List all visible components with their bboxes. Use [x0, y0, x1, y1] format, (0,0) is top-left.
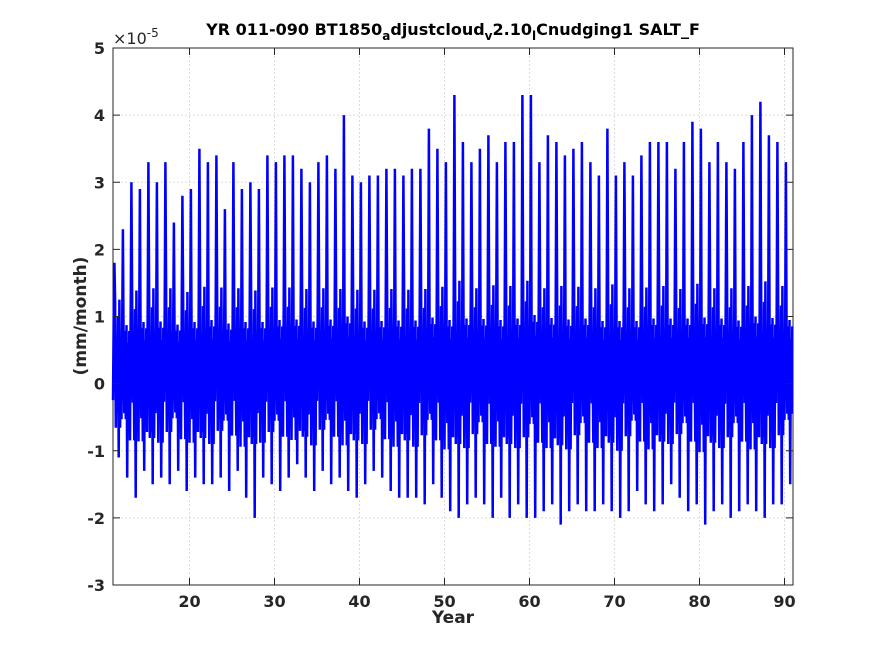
x-tick-label: 80	[688, 592, 710, 611]
y-tick-label: -1	[87, 442, 105, 461]
y-tick-label: -3	[87, 576, 105, 595]
y-tick-label: 4	[94, 106, 105, 125]
chart-title: YR 011-090 BT1850adjustcloudv2.10lCnudgi…	[205, 20, 700, 43]
y-multiplier-base: ×10	[113, 29, 147, 48]
y-multiplier-exponent: -5	[147, 26, 159, 40]
title-part: a	[382, 29, 390, 43]
x-tick-label: 40	[348, 592, 370, 611]
title-part: v	[485, 29, 493, 43]
x-tick-label: 90	[773, 592, 795, 611]
y-tick-label: 3	[94, 173, 105, 192]
title-part: Cnudging1 SALT_F	[536, 20, 700, 39]
x-tick-label: 30	[263, 592, 285, 611]
title-part: djustcloud	[390, 20, 484, 39]
y-tick-label: 2	[94, 240, 105, 259]
x-tick-label: 60	[518, 592, 540, 611]
title-part: YR 011-090 BT1850	[205, 20, 382, 39]
series-layer	[111, 94, 794, 525]
y-axis-label: (mm/month)	[71, 257, 91, 376]
y-tick-label: -2	[87, 509, 105, 528]
title-part: l	[532, 29, 536, 43]
y-tick-label: 1	[94, 308, 105, 327]
title-part: 2.10	[493, 20, 532, 39]
axis-ticks: 20 30 40 50 60 70 80 90 -3 -2 -1 0 1 2 3 4 5	[87, 39, 795, 611]
y-tick-label: 5	[94, 39, 105, 58]
series-line	[111, 94, 794, 525]
x-tick-label: 20	[178, 592, 200, 611]
x-tick-label: 50	[433, 592, 455, 611]
y-tick-label: 0	[94, 375, 105, 394]
y-axis-multiplier: ×10-5	[113, 26, 159, 48]
x-tick-label: 70	[603, 592, 625, 611]
x-axis-label: Year	[431, 608, 475, 628]
